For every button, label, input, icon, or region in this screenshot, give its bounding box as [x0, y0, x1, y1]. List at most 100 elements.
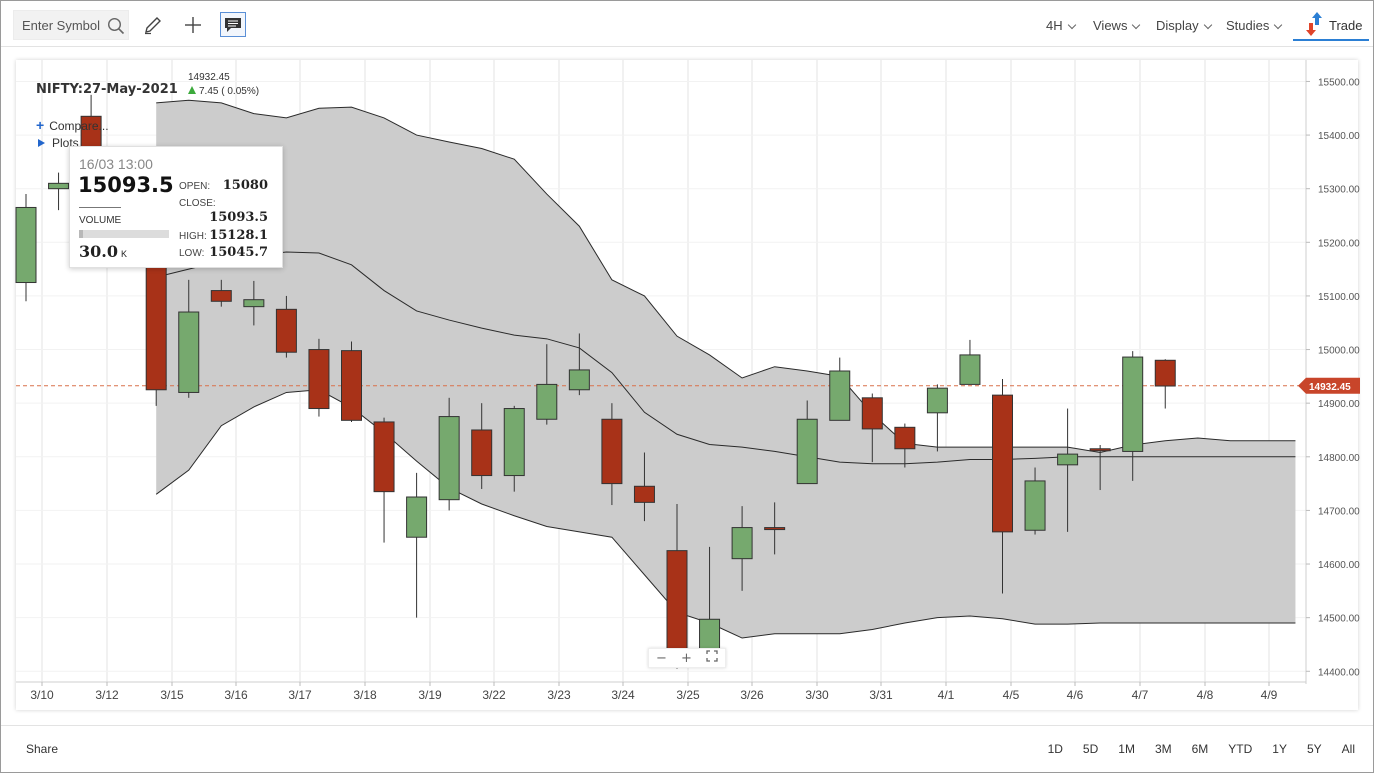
price-change-text: 7.45 ( 0.05%) [199, 86, 260, 97]
x-tick-label: 4/8 [1197, 688, 1214, 702]
candle-body [438, 416, 460, 501]
candle-body [178, 311, 200, 393]
share-button[interactable]: Share [26, 742, 59, 756]
x-tick-label: 3/31 [869, 688, 893, 702]
x-tick-label: 3/26 [740, 688, 764, 702]
symbol-search-input[interactable] [14, 11, 106, 39]
x-tick-label: 3/25 [676, 688, 700, 702]
y-tick-label: 14800.00 [1318, 453, 1360, 464]
search-icon[interactable] [106, 16, 126, 36]
candle-body [764, 527, 786, 531]
candle-body [601, 418, 623, 485]
candle-body [243, 299, 265, 308]
range-3m[interactable]: 3M [1154, 742, 1172, 756]
bollinger-upper-line [156, 99, 1296, 454]
tooltip-volume-fill [79, 230, 83, 238]
range-ytd[interactable]: YTD [1228, 742, 1253, 756]
candle-body [341, 350, 362, 421]
x-tick-label: 4/7 [1132, 688, 1149, 702]
candle-body [275, 308, 297, 353]
views-label: Views [1093, 18, 1128, 33]
tooltip-close-value: 15093.5 [209, 210, 268, 225]
tooltip-open-value: 15080 [222, 178, 268, 193]
crosshair-icon[interactable] [181, 13, 205, 37]
x-tick-label: 3/19 [418, 688, 442, 702]
x-tick-label: 3/10 [30, 688, 54, 702]
y-tick-label: 15400.00 [1318, 131, 1360, 142]
comment-icon[interactable] [220, 12, 246, 37]
expand-triangle-icon [38, 139, 45, 147]
last-price-tag-label: 14932.45 [1309, 382, 1351, 393]
price-change: 7.45 ( 0.05%) [188, 86, 259, 97]
candle-body [861, 397, 883, 430]
y-tick-label: 15100.00 [1318, 292, 1360, 303]
studies-menu[interactable]: Studies [1226, 18, 1283, 33]
last-price-text: 14932.45 [188, 72, 230, 83]
range-1m[interactable]: 1M [1118, 742, 1135, 756]
top-toolbar: 4H Views Display Studies Trade [1, 1, 1373, 47]
x-tick-label: 4/6 [1067, 688, 1084, 702]
y-tick-label: 14900.00 [1318, 399, 1360, 410]
studies-label: Studies [1226, 18, 1270, 33]
x-tick-label: 3/16 [224, 688, 248, 702]
interval-menu[interactable]: 4H [1046, 18, 1076, 33]
tooltip-high-label: HIGH: [179, 231, 207, 242]
candle-body [633, 485, 655, 503]
y-tick-label: 14500.00 [1318, 614, 1360, 625]
x-tick-label: 3/24 [611, 688, 635, 702]
display-menu[interactable]: Display [1156, 18, 1212, 33]
x-tick-label: 3/23 [547, 688, 571, 702]
x-tick-label: 4/5 [1003, 688, 1020, 702]
y-tick-label: 14600.00 [1318, 560, 1360, 571]
range-all[interactable]: All [1341, 742, 1355, 756]
candle-body [959, 354, 981, 385]
x-tick-label: 3/22 [482, 688, 506, 702]
y-tick-label: 14400.00 [1318, 667, 1360, 678]
candle-body [894, 426, 916, 450]
candle-body [829, 370, 851, 421]
x-tick-label: 3/30 [805, 688, 829, 702]
candle-body [992, 394, 1013, 533]
candle-body [373, 421, 395, 493]
y-tick-label: 14700.00 [1318, 506, 1360, 517]
candle-body [536, 383, 558, 420]
candle-body [1024, 480, 1046, 531]
tooltip-divider [79, 207, 121, 208]
draw-pencil-icon[interactable] [141, 13, 165, 37]
zoom-out-icon[interactable]: − [656, 650, 667, 666]
symbol-search [13, 10, 129, 40]
candle-body [308, 349, 330, 410]
range-1d[interactable]: 1D [1047, 742, 1063, 756]
range-6m[interactable]: 6M [1191, 742, 1209, 756]
trade-button[interactable]: Trade [1293, 9, 1369, 41]
fullscreen-icon[interactable] [706, 650, 718, 666]
range-5y[interactable]: 5Y [1306, 742, 1322, 756]
zoom-controls: − + [648, 648, 726, 668]
bottom-bar: Share 1D 5D 1M 3M 6M YTD 1Y 5Y All [1, 725, 1373, 772]
tooltip-volume-value: 30.0 [79, 242, 118, 261]
y-tick-label: 15300.00 [1318, 185, 1360, 196]
candle-body [1057, 453, 1079, 466]
candle-body [503, 408, 525, 477]
tooltip-low-value: 15045.7 [209, 245, 268, 260]
compare-button[interactable]: + Compare... [36, 117, 109, 133]
bollinger-middle-line [156, 251, 1296, 465]
x-tick-label: 3/15 [160, 688, 184, 702]
candle-body [731, 527, 753, 560]
tooltip-volume-unit: K [120, 249, 127, 259]
up-arrow-icon [188, 86, 196, 94]
x-tick-label: 4/1 [938, 688, 955, 702]
zoom-in-icon[interactable]: + [681, 650, 692, 666]
display-label: Display [1156, 18, 1199, 33]
range-1y[interactable]: 1Y [1272, 742, 1287, 756]
x-tick-label: 3/18 [353, 688, 377, 702]
candle-body [471, 429, 493, 477]
candle-body [15, 206, 37, 284]
tooltip-high-value: 15128.1 [209, 228, 268, 243]
range-5d[interactable]: 5D [1082, 742, 1099, 756]
last-price-tag [1298, 377, 1360, 394]
compare-label: Compare... [49, 119, 109, 133]
views-menu[interactable]: Views [1093, 18, 1141, 33]
candle-body [1089, 448, 1111, 452]
